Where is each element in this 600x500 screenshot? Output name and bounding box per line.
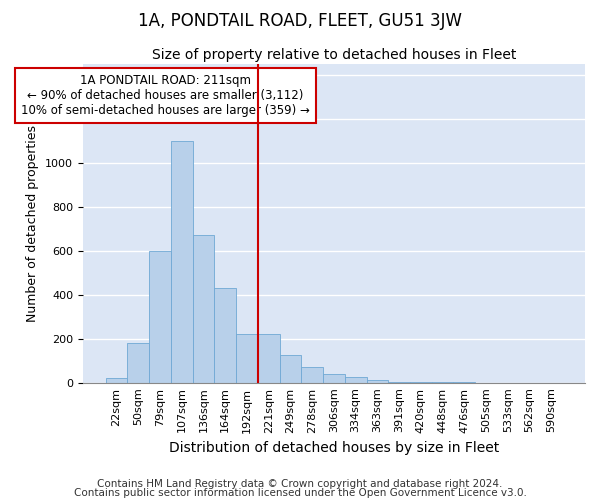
Text: Contains HM Land Registry data © Crown copyright and database right 2024.: Contains HM Land Registry data © Crown c… [97, 479, 503, 489]
Bar [323, 374, 345, 382]
Bar [149, 251, 171, 382]
Text: Contains public sector information licensed under the Open Government Licence v3: Contains public sector information licen… [74, 488, 526, 498]
Bar [171, 141, 193, 382]
Bar [193, 236, 214, 382]
Bar [280, 355, 301, 382]
Text: 1A, PONDTAIL ROAD, FLEET, GU51 3JW: 1A, PONDTAIL ROAD, FLEET, GU51 3JW [138, 12, 462, 30]
Bar [214, 288, 236, 382]
X-axis label: Distribution of detached houses by size in Fleet: Distribution of detached houses by size … [169, 441, 499, 455]
Bar [367, 380, 388, 382]
Bar [301, 368, 323, 382]
Y-axis label: Number of detached properties: Number of detached properties [26, 125, 40, 322]
Bar [345, 377, 367, 382]
Bar [258, 334, 280, 382]
Text: 1A PONDTAIL ROAD: 211sqm
← 90% of detached houses are smaller (3,112)
10% of sem: 1A PONDTAIL ROAD: 211sqm ← 90% of detach… [21, 74, 310, 116]
Title: Size of property relative to detached houses in Fleet: Size of property relative to detached ho… [152, 48, 516, 62]
Bar [106, 378, 127, 382]
Bar [127, 343, 149, 382]
Bar [236, 334, 258, 382]
